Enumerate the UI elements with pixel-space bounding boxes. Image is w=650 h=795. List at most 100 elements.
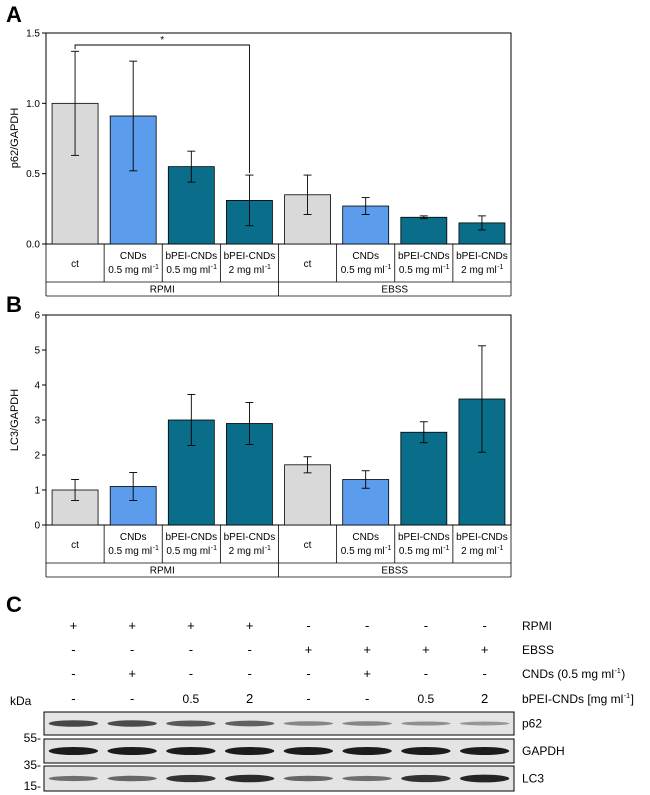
y-tick-label: 2 [34,451,40,462]
bar [400,431,448,526]
blot-band [48,775,99,782]
blot-band [48,747,99,755]
category-label: bPEI-CNDs [398,251,450,262]
unit-superscript: -1 [443,545,449,552]
category-dose-label: 0.5 mg ml [108,265,152,276]
y-tick-label: 3 [34,416,40,427]
condition-value: - [130,691,134,706]
bar [284,464,331,526]
category-label: CNDs [120,251,147,262]
category-label: ct [304,259,312,270]
unit-superscript: -1 [265,545,271,552]
y-tick-label: 5 [34,346,40,357]
unit-superscript: -1 [497,545,503,552]
group-label-rpmi: RPMI [150,566,175,577]
panel-a-label: A [6,2,22,27]
significance-star: * [160,35,164,46]
blot-band [342,747,392,755]
blot-band [224,747,275,755]
condition-value: + [70,618,78,633]
condition-label: bPEI-CNDs [mg ml [522,692,623,706]
kda-marker: 55- [24,731,41,745]
blot-band [107,720,157,727]
significance-bracket [74,44,250,174]
category-label: bPEI-CNDs [456,532,508,543]
unit-superscript: -1 [624,693,630,700]
condition-value: - [306,618,310,633]
unit-superscript: -1 [211,545,217,552]
condition-value: + [128,666,136,681]
blot-label: p62 [522,717,542,731]
condition-value: + [363,642,371,657]
unit-superscript: -1 [385,264,391,271]
blot-band [107,775,157,782]
blot-band [107,747,157,755]
y-tick-label: 6 [34,311,40,322]
blot-band [342,721,392,726]
unit-superscript: -1 [497,264,503,271]
condition-value: - [71,642,75,657]
blot-label: GAPDH [522,744,565,758]
condition-value: + [481,642,489,657]
blot-band [166,747,216,755]
blot-band [401,774,451,783]
category-dose-label: 0.5 mg ml [108,546,152,557]
y-tick-label: 1 [34,486,40,497]
kda-label: kDa [10,694,32,708]
condition-label-close: ] [631,692,634,706]
y-tick-label: 0.0 [26,240,40,251]
category-label: ct [71,540,79,551]
y-axis-label: p62/GAPDH [9,108,21,169]
condition-value: - [424,666,428,681]
group-label-ebss: EBSS [381,285,408,296]
condition-value: + [363,666,371,681]
blot-label: LC3 [522,772,544,786]
condition-value: + [246,618,254,633]
condition-value: - [247,666,251,681]
unit-superscript: -1 [443,264,449,271]
category-label: bPEI-CNDs [224,251,276,262]
category-dose-label: 0.5 mg ml [341,265,385,276]
blot-strip [43,711,515,736]
condition-value: - [71,691,75,706]
condition-value: - [130,642,134,657]
blot-band [48,720,99,727]
condition-value: + [422,642,430,657]
condition-value: - [365,618,369,633]
category-dose-label: 2 mg ml [229,265,265,276]
condition-value: + [305,642,313,657]
condition-value: - [365,691,369,706]
y-tick-label: 1.0 [26,99,40,110]
bar [342,479,390,526]
unit-superscript: -1 [615,668,621,675]
category-label: CNDs [352,532,379,543]
category-dose-label: 2 mg ml [461,265,497,276]
blot-band [283,747,334,755]
category-label: CNDs [352,251,379,262]
condition-value: - [247,642,251,657]
condition-label: EBSS [522,643,554,657]
category-dose-label: 0.5 mg ml [399,546,443,557]
kda-marker: 15- [24,779,41,793]
condition-value: - [482,666,486,681]
category-dose-label: 0.5 mg ml [166,546,210,557]
condition-value: - [306,666,310,681]
category-label: CNDs [120,532,147,543]
group-label-rpmi: RPMI [150,285,175,296]
y-tick-label: 0.5 [26,169,40,180]
blot-band [166,720,216,727]
blot-band [459,721,510,726]
category-dose-label: 0.5 mg ml [399,265,443,276]
kda-marker: 35- [24,758,41,772]
y-tick-label: 0 [34,521,40,532]
unit-superscript: -1 [211,264,217,271]
category-dose-label: 0.5 mg ml [341,546,385,557]
condition-value: - [424,618,428,633]
category-dose-label: 2 mg ml [461,546,497,557]
condition-value: - [306,691,310,706]
condition-value: 0.5 [183,692,200,706]
category-label: bPEI-CNDs [224,532,276,543]
condition-value: - [482,618,486,633]
condition-value: - [71,666,75,681]
category-label: bPEI-CNDs [398,532,450,543]
